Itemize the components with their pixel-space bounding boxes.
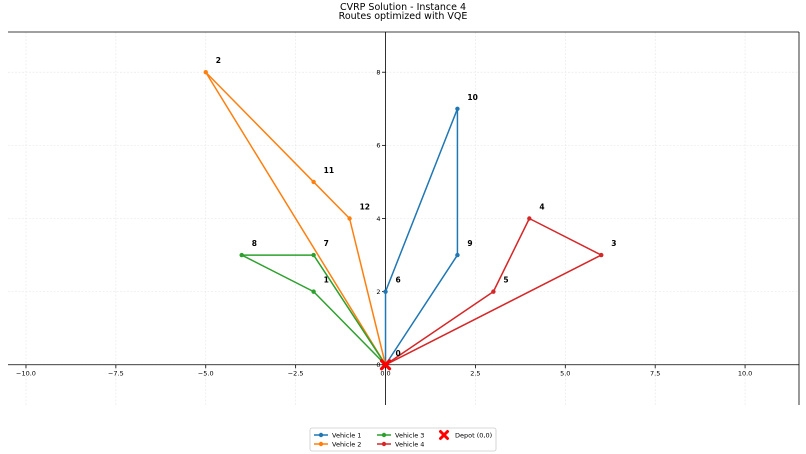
legend-marker xyxy=(381,432,387,438)
route-point xyxy=(383,289,388,294)
node-label: 9 xyxy=(467,239,472,248)
node-label: 8 xyxy=(252,239,257,248)
route-vehicle-3 xyxy=(239,252,387,366)
x-tick-label: 5.0 xyxy=(560,369,570,377)
node-label: 7 xyxy=(324,239,329,248)
route-point xyxy=(455,252,460,258)
depot-marker xyxy=(379,359,392,371)
x-tick-label: −2.5 xyxy=(288,369,304,377)
legend-marker xyxy=(381,441,387,447)
legend-label: Vehicle 3 xyxy=(395,431,424,439)
route-point xyxy=(347,216,352,221)
node-label: 0 xyxy=(396,349,401,358)
node-label: 3 xyxy=(611,239,616,248)
x-tick-label: −10.0 xyxy=(16,369,36,377)
route-vehicle-1 xyxy=(383,106,460,366)
node-label: 2 xyxy=(216,56,221,65)
node-label: 6 xyxy=(396,276,401,285)
depot-stroke xyxy=(379,359,392,371)
legend-label: Vehicle 1 xyxy=(332,431,361,439)
y-tick-label: 4 xyxy=(376,215,380,223)
legend-label: Vehicle 4 xyxy=(395,440,424,448)
plot-frame xyxy=(8,31,800,405)
route-segment xyxy=(492,217,531,293)
node-label: 1 xyxy=(324,276,329,285)
route-segment xyxy=(312,290,387,366)
routes xyxy=(203,70,604,371)
route-point xyxy=(599,252,604,258)
route-point xyxy=(239,252,244,258)
legend-box xyxy=(309,427,497,452)
x-tick-label: 10.0 xyxy=(738,369,752,377)
route-segment xyxy=(312,181,351,220)
node-label: 10 xyxy=(467,93,477,102)
node-label: 4 xyxy=(539,203,544,212)
x-tick-label: −7.5 xyxy=(108,369,124,377)
chart-subtitle: Routes optimized with VQE xyxy=(339,11,468,22)
legend-label: Vehicle 2 xyxy=(332,440,361,448)
node-label: 12 xyxy=(360,203,370,212)
route-point xyxy=(203,70,208,75)
route-segment xyxy=(384,290,495,366)
x-tick-label: 0.0 xyxy=(380,369,390,377)
route-segment xyxy=(384,254,459,366)
node-label: 11 xyxy=(324,166,334,175)
route-point xyxy=(311,289,316,294)
route-point xyxy=(311,252,316,258)
route-point xyxy=(455,106,460,111)
route-segment xyxy=(384,254,602,366)
route-segment xyxy=(205,71,315,183)
x-tick-label: 2.5 xyxy=(470,369,480,377)
route-point xyxy=(311,179,316,185)
route-point xyxy=(491,289,496,294)
y-tick-label: 2 xyxy=(376,288,380,296)
legend-marker xyxy=(318,441,324,447)
y-tick-label: 0 xyxy=(376,361,380,369)
route-segment xyxy=(528,217,602,256)
route-vehicle-4 xyxy=(384,216,604,366)
route-segment xyxy=(205,71,387,366)
route-segment xyxy=(348,217,387,366)
chart-title: CVRP Solution - Instance 4 xyxy=(340,2,466,13)
grid xyxy=(8,32,799,405)
route-segment xyxy=(312,254,387,366)
legend-marker xyxy=(318,432,324,438)
route-segment xyxy=(240,254,315,293)
route-segment xyxy=(384,108,459,293)
x-tick-label: 7.5 xyxy=(650,369,660,377)
route-vehicle-2 xyxy=(203,70,387,366)
legend-depot-marker xyxy=(439,430,449,440)
x-tick-label: −5.0 xyxy=(198,369,214,377)
y-tick-label: 8 xyxy=(376,69,380,77)
node-label: 5 xyxy=(503,276,508,285)
legend-label: Depot (0,0) xyxy=(455,431,492,439)
route-point xyxy=(527,216,532,221)
y-tick-label: 6 xyxy=(376,142,380,150)
